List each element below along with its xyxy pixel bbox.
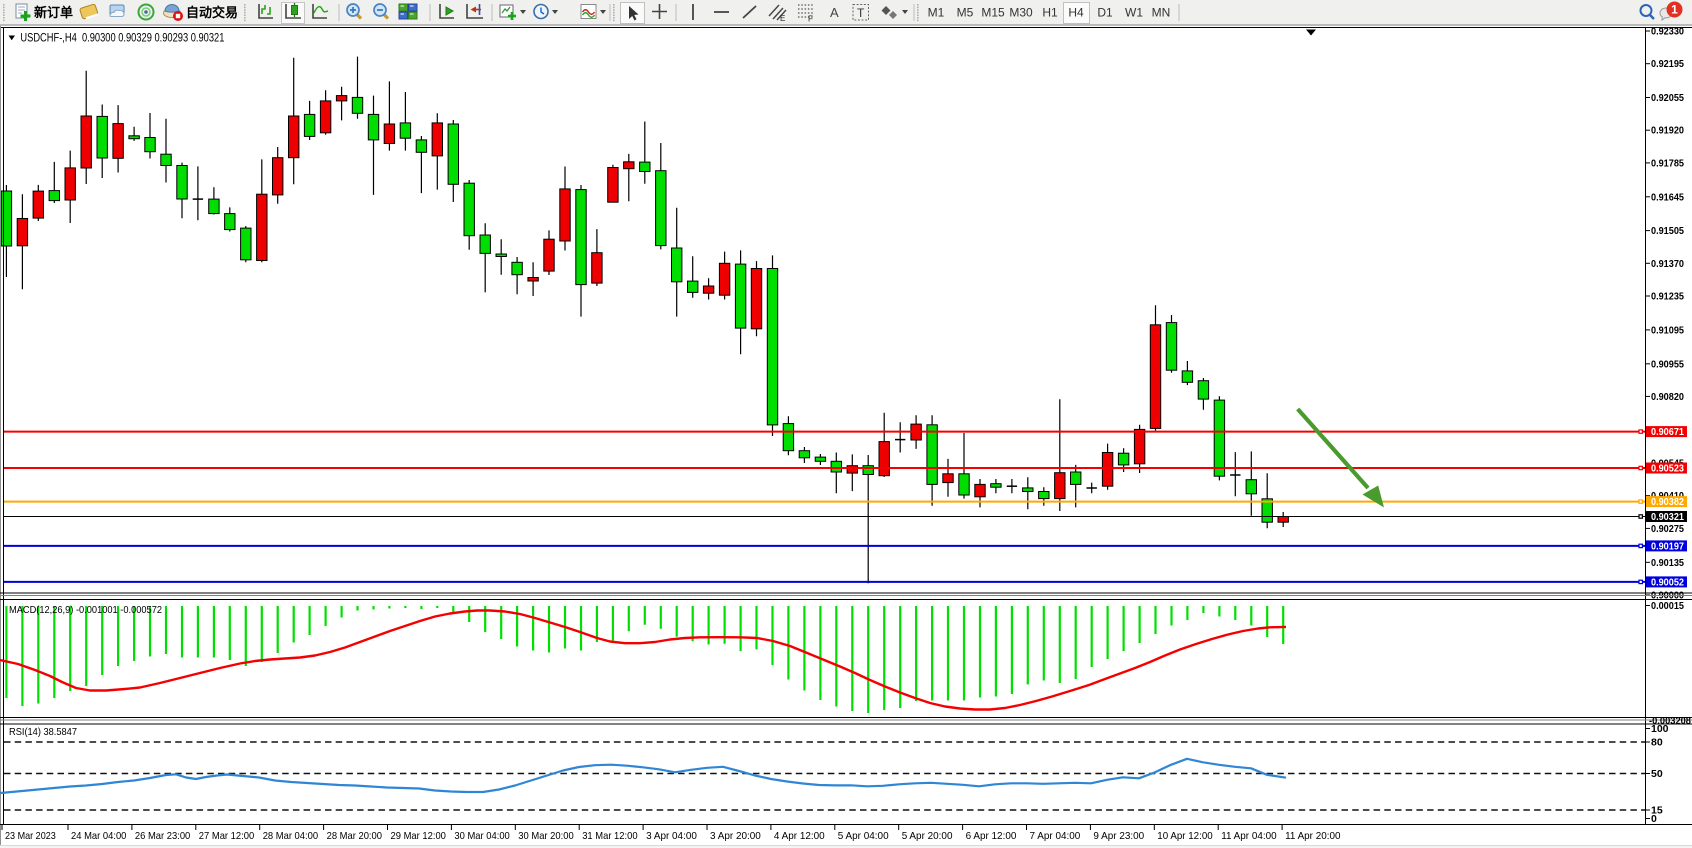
svg-text:H1: H1 — [1042, 6, 1058, 20]
svg-text:0.00015: 0.00015 — [1651, 600, 1684, 612]
svg-text:-0.003208: -0.003208 — [1649, 715, 1691, 727]
svg-text:28 Mar 20:00: 28 Mar 20:00 — [327, 830, 383, 842]
svg-text:T: T — [857, 6, 865, 20]
svg-text:新订单: 新订单 — [34, 5, 73, 20]
svg-text:0.91645: 0.91645 — [1651, 191, 1684, 203]
svg-text:M30: M30 — [1009, 6, 1033, 20]
svg-text:F: F — [808, 15, 813, 24]
svg-text:M15: M15 — [981, 6, 1005, 20]
svg-text:USDCHF-,H4 0.90300 0.90329 0.: USDCHF-,H4 0.90300 0.90329 0.90293 0.903… — [20, 33, 224, 45]
svg-text:0.91505: 0.91505 — [1651, 225, 1684, 237]
svg-text:5 Apr 20:00: 5 Apr 20:00 — [902, 830, 953, 842]
svg-text:0.91785: 0.91785 — [1651, 157, 1684, 169]
svg-text:MN: MN — [1152, 6, 1171, 20]
svg-text:0.91920: 0.91920 — [1651, 125, 1684, 137]
svg-text:0.90820: 0.90820 — [1651, 391, 1684, 403]
svg-text:0.90197: 0.90197 — [1651, 540, 1684, 552]
svg-text:30 Mar 20:00: 30 Mar 20:00 — [518, 830, 574, 842]
svg-text:28 Mar 04:00: 28 Mar 04:00 — [263, 830, 319, 842]
svg-text:0.90671: 0.90671 — [1651, 426, 1684, 438]
svg-text:27 Mar 12:00: 27 Mar 12:00 — [199, 830, 255, 842]
svg-text:7 Apr 04:00: 7 Apr 04:00 — [1030, 830, 1081, 842]
svg-text:80: 80 — [1651, 737, 1663, 749]
svg-text:30 Mar 04:00: 30 Mar 04:00 — [454, 830, 510, 842]
svg-text:10 Apr 12:00: 10 Apr 12:00 — [1157, 830, 1213, 842]
svg-text:31 Mar 12:00: 31 Mar 12:00 — [582, 830, 638, 842]
svg-text:24 Mar 04:00: 24 Mar 04:00 — [71, 830, 127, 842]
svg-text:0.90955: 0.90955 — [1651, 358, 1684, 370]
svg-text:11 Apr 04:00: 11 Apr 04:00 — [1221, 830, 1277, 842]
svg-text:M5: M5 — [957, 6, 974, 20]
svg-text:29 Mar 12:00: 29 Mar 12:00 — [391, 830, 447, 842]
svg-text:0.90382: 0.90382 — [1651, 496, 1684, 508]
svg-text:6 Apr 12:00: 6 Apr 12:00 — [966, 830, 1017, 842]
svg-text:0: 0 — [1651, 813, 1657, 825]
svg-text:0.91095: 0.91095 — [1651, 324, 1684, 336]
svg-text:0.92055: 0.92055 — [1651, 92, 1684, 104]
svg-text:4 Apr 12:00: 4 Apr 12:00 — [774, 830, 825, 842]
svg-text:0.90321: 0.90321 — [1651, 511, 1684, 523]
svg-text:1: 1 — [1671, 3, 1678, 17]
svg-text:W1: W1 — [1125, 6, 1143, 20]
svg-text:23 Mar 2023: 23 Mar 2023 — [5, 830, 56, 842]
svg-text:A: A — [830, 5, 839, 20]
svg-text:26 Mar 23:00: 26 Mar 23:00 — [135, 830, 191, 842]
svg-text:RSI(14) 38.5847: RSI(14) 38.5847 — [9, 726, 77, 738]
svg-text:5 Apr 04:00: 5 Apr 04:00 — [838, 830, 889, 842]
svg-text:0.90275: 0.90275 — [1651, 523, 1684, 535]
svg-text:H4: H4 — [1068, 6, 1084, 20]
svg-text:15: 15 — [1651, 805, 1663, 817]
svg-text:MACD(12,26,9) -0.001001 -0.000: MACD(12,26,9) -0.001001 -0.000572 — [9, 604, 162, 616]
svg-text:E: E — [780, 14, 785, 23]
svg-text:100: 100 — [1651, 723, 1669, 735]
svg-text:0.91235: 0.91235 — [1651, 291, 1684, 303]
svg-text:50: 50 — [1651, 768, 1663, 780]
svg-text:0.90052: 0.90052 — [1651, 576, 1684, 588]
svg-text:D1: D1 — [1097, 6, 1113, 20]
svg-text:9 Apr 23:00: 9 Apr 23:00 — [1093, 830, 1144, 842]
svg-text:3 Apr 04:00: 3 Apr 04:00 — [646, 830, 697, 842]
svg-text:0.91370: 0.91370 — [1651, 258, 1684, 270]
svg-text:3 Apr 20:00: 3 Apr 20:00 — [710, 830, 761, 842]
svg-text:自动交易: 自动交易 — [186, 5, 238, 20]
svg-text:0.90523: 0.90523 — [1651, 463, 1684, 475]
svg-text:0.90135: 0.90135 — [1651, 557, 1684, 569]
svg-text:0.92195: 0.92195 — [1651, 58, 1684, 70]
svg-text:11 Apr 20:00: 11 Apr 20:00 — [1285, 830, 1341, 842]
svg-text:0.92330: 0.92330 — [1651, 26, 1684, 38]
svg-text:M1: M1 — [928, 6, 945, 20]
